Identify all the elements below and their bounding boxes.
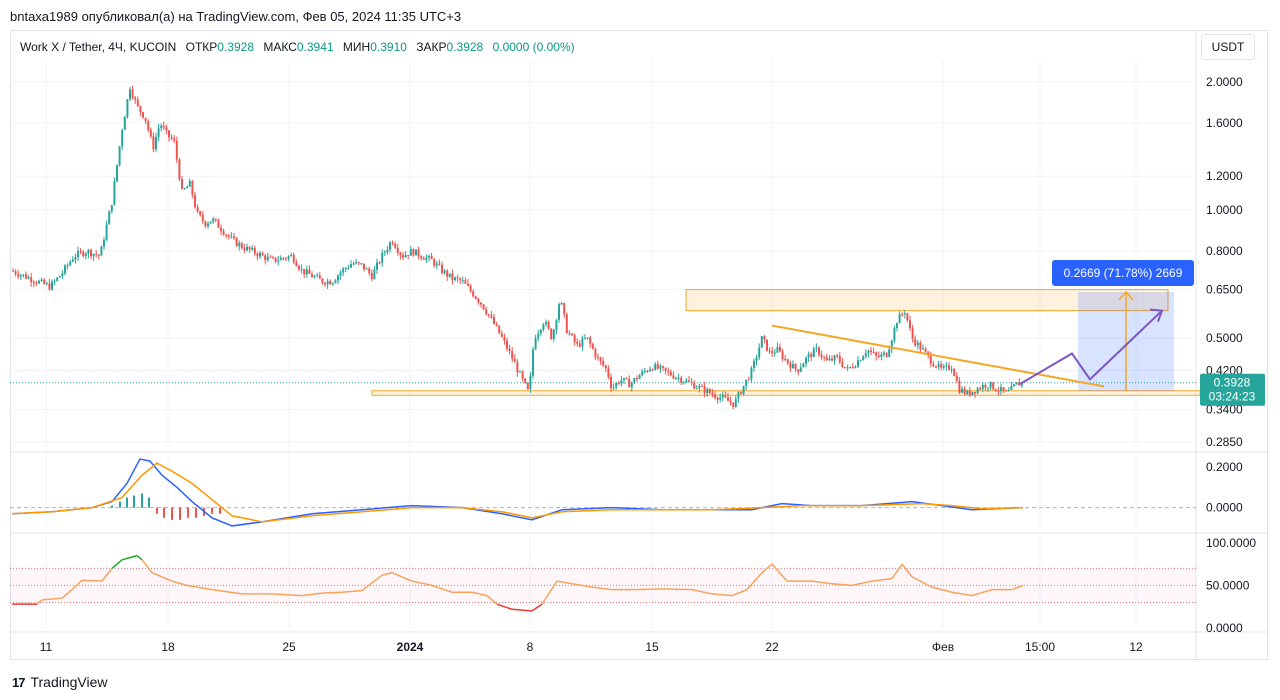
footer-logo-text: TradingView [30,674,108,690]
change-value: 0.0000 (0.00%) [492,40,575,54]
footer: 17 TradingView [12,674,108,690]
low-value: 0.3910 [370,40,407,54]
high-label: МАКС [263,40,297,54]
symbol-name[interactable]: Work X / Tether, 4Ч, KUCOIN [20,40,177,54]
low-label: МИН [342,40,371,54]
publisher-line: bntaxa1989 опубликовал(а) на TradingView… [10,9,462,24]
currency-button[interactable]: USDT [1201,34,1255,60]
open-label: ОТКР [185,40,218,54]
high-value: 0.3941 [296,40,334,54]
symbol-legend: Work X / Tether, 4Ч, KUCOIN ОТКР0.3928 М… [20,40,581,54]
chart-frame[interactable] [10,30,1268,660]
tradingview-logo-icon: 17 [12,674,26,690]
open-value: 0.3928 [217,40,254,54]
close-label: ЗАКР [416,40,447,54]
close-value: 0.3928 [446,40,484,54]
